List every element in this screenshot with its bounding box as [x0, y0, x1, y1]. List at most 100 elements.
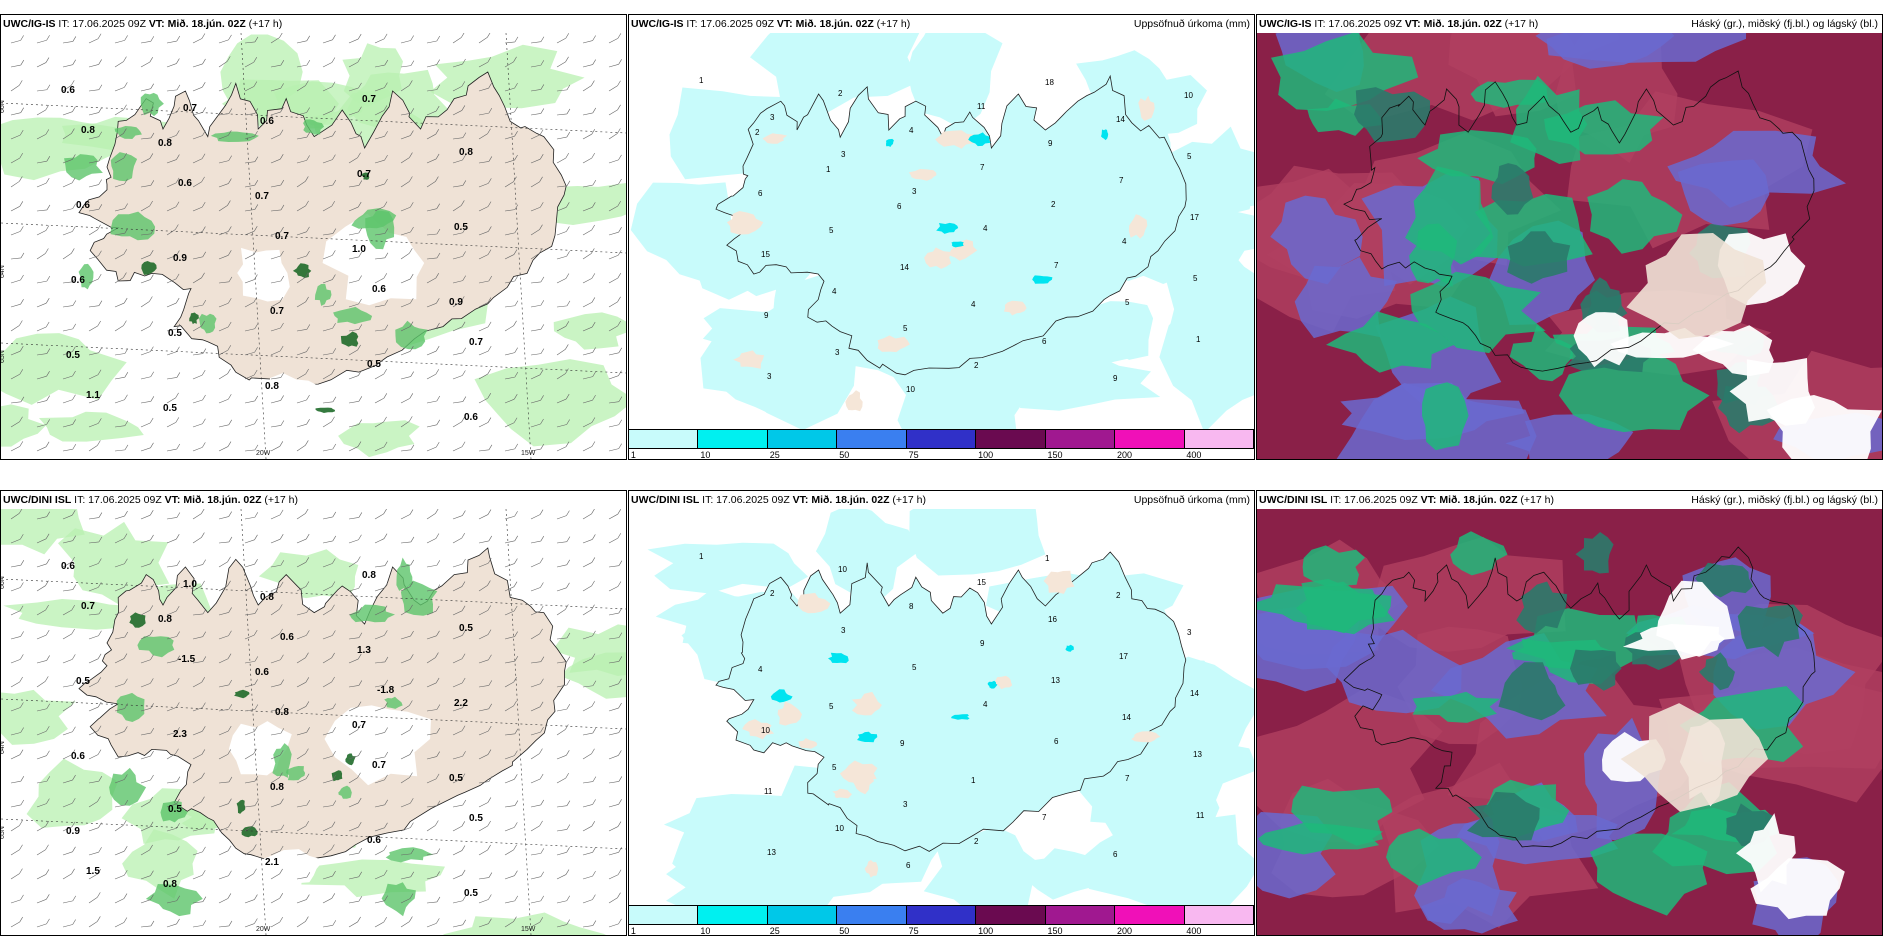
- wind-barb: [504, 921, 514, 928]
- low-cloud-area: [1410, 271, 1546, 354]
- wind-barb: [409, 724, 414, 731]
- wind-barb: [409, 604, 413, 611]
- wind-barb: [192, 63, 203, 68]
- wind-barb: [36, 563, 47, 568]
- wind-barb: [88, 851, 99, 856]
- wind-barb: [608, 923, 619, 928]
- wind-barb: [514, 82, 518, 89]
- precip-value-label: 4: [832, 287, 837, 296]
- dry-area: [924, 247, 952, 269]
- wind-barb: [253, 81, 258, 87]
- wind-barb: [98, 608, 103, 615]
- wind-barb: [400, 898, 411, 904]
- wind-area: [145, 884, 203, 917]
- wind-barb: [218, 424, 229, 428]
- dry-area: [849, 768, 875, 795]
- wind-barb: [10, 921, 20, 928]
- wind-barb: [279, 129, 284, 135]
- wind-barb: [530, 514, 541, 520]
- legend-tick-label: 25: [769, 926, 780, 936]
- wind-barb: [72, 370, 76, 377]
- wind-barb: [383, 368, 387, 375]
- wind-barb: [124, 558, 128, 564]
- wind-barb: [436, 298, 440, 304]
- wind-barb: [20, 727, 24, 733]
- wind-barb: [296, 160, 307, 164]
- wind-barb: [36, 39, 47, 44]
- precip-area: [750, 33, 920, 118]
- wind-barb: [530, 804, 541, 808]
- wind-map[interactable]: 0.60.80.60.70.50.90.80.81.32.20.60.52.10…: [1, 509, 626, 935]
- wind-barb: [228, 630, 232, 636]
- wind-barb: [228, 511, 232, 517]
- wind-barb: [97, 33, 102, 39]
- wind-barb: [228, 155, 232, 161]
- wind-barb: [608, 64, 619, 68]
- wind-barb: [618, 799, 622, 805]
- wind-map[interactable]: 0.60.80.71.00.90.50.50.60.70.50.60.50.80…: [1, 33, 626, 459]
- wind-barb: [150, 36, 155, 42]
- wind-barb: [513, 249, 518, 255]
- legend-tick-label: 100: [978, 450, 994, 460]
- wind-barb: [253, 226, 258, 232]
- wind-barb: [305, 368, 309, 375]
- wind-barb: [202, 702, 206, 708]
- wind-barb: [36, 681, 46, 688]
- wind-barb: [88, 541, 99, 544]
- wind-area: [137, 636, 175, 658]
- precip-value-label: 4: [1122, 237, 1127, 246]
- wind-barb: [176, 560, 181, 566]
- wind-barb: [478, 540, 489, 544]
- cloud-map[interactable]: [1257, 509, 1882, 935]
- wind-barb: [218, 541, 229, 544]
- wind-barb: [270, 684, 281, 688]
- wind-area: [109, 767, 147, 806]
- legend-swatch: [1115, 906, 1185, 924]
- wind-barb: [114, 779, 125, 784]
- wind-barb: [556, 541, 567, 544]
- wind-area: [333, 306, 373, 325]
- wind-barb: [176, 776, 181, 782]
- wind-barb: [98, 822, 102, 828]
- low-cloud-area: [1509, 324, 1573, 382]
- wind-barb: [513, 320, 517, 326]
- axis-label: 64N: [1, 265, 6, 278]
- precip-map[interactable]: 1235467111310891314131110615161714105321…: [629, 509, 1254, 909]
- wind-barb: [618, 632, 623, 638]
- wind-barb: [123, 320, 127, 326]
- wind-barb: [556, 424, 567, 428]
- clear-land-area: [1620, 703, 1769, 812]
- wind-barb: [452, 586, 463, 592]
- precip-map[interactable]: 1333475132472459310119717154521814565144…: [629, 33, 1254, 433]
- legend-tick-label: 200: [1116, 450, 1133, 460]
- wind-barb: [227, 580, 231, 586]
- wind-barb: [218, 326, 229, 332]
- wind-barb: [426, 825, 436, 832]
- cloud-map[interactable]: [1257, 33, 1882, 459]
- humidity-area: [474, 359, 626, 447]
- wind-barb: [331, 368, 335, 375]
- wind-barb: [591, 580, 595, 587]
- wind-barb: [478, 133, 488, 140]
- wind-barb: [149, 250, 154, 256]
- wind-barb: [62, 41, 73, 44]
- wind-barb: [332, 34, 336, 40]
- wind-barb: [608, 159, 619, 164]
- wind-barb: [176, 631, 180, 637]
- wind-barb: [254, 726, 258, 732]
- wind-barb: [227, 893, 232, 899]
- wind-barb: [114, 922, 125, 928]
- wind-barb: [322, 924, 333, 928]
- wind-area: [64, 154, 103, 181]
- wind-barb: [270, 446, 280, 452]
- wind-barb: [305, 652, 309, 658]
- wind-barb: [124, 870, 128, 876]
- wind-barb: [322, 305, 333, 308]
- wind-barb: [244, 254, 255, 260]
- wind-area: [110, 152, 138, 182]
- wind-barb: [123, 249, 128, 255]
- wind-barb: [436, 419, 441, 425]
- wind-barb: [358, 131, 362, 137]
- wind-barb: [582, 157, 592, 164]
- wind-barb: [124, 703, 128, 709]
